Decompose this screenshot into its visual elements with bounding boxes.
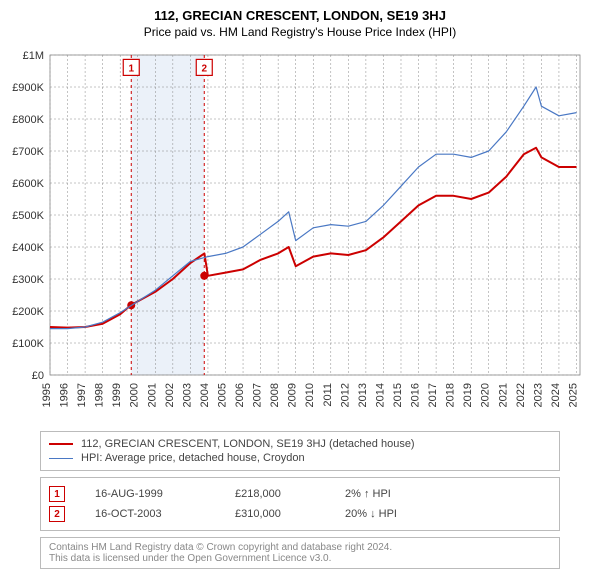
sale-row: 1 16-AUG-1999 £218,000 2% ↑ HPI [49,486,551,502]
xtick-label: 2000 [129,383,141,407]
xtick-label: 1995 [41,383,53,407]
sale-price: £218,000 [235,488,315,500]
xtick-label: 2020 [480,383,492,407]
legend-item: HPI: Average price, detached house, Croy… [49,452,551,464]
marker-badge-label: 2 [201,63,207,74]
xtick-label: 2012 [339,383,351,407]
ytick-label: £700K [12,146,44,158]
ytick-label: £100K [12,338,44,350]
xtick-label: 1999 [111,383,123,407]
xtick-label: 2003 [181,383,193,407]
xtick-label: 2023 [532,383,544,407]
sale-price: £310,000 [235,508,315,520]
xtick-label: 2025 [567,383,579,407]
page-title: 112, GRECIAN CRESCENT, LONDON, SE19 3HJ [0,8,600,23]
sale-row: 2 16-OCT-2003 £310,000 20% ↓ HPI [49,506,551,522]
sale-marker-badge: 1 [49,486,65,502]
attribution-line: This data is licensed under the Open Gov… [49,553,551,564]
marker-badge-label: 1 [128,63,134,74]
sale-marker-badge: 2 [49,506,65,522]
xtick-label: 2017 [427,383,439,407]
ytick-label: £400K [12,242,44,254]
ytick-label: £0 [32,370,44,382]
xtick-label: 2013 [357,383,369,407]
sales-list: 1 16-AUG-1999 £218,000 2% ↑ HPI 2 16-OCT-2003… [40,477,560,531]
attribution-line: Contains HM Land Registry data © Crown c… [49,542,551,553]
xtick-label: 2016 [410,383,422,407]
xtick-label: 2008 [269,383,281,407]
xtick-label: 2021 [497,383,509,407]
xtick-label: 1997 [76,383,88,407]
ytick-label: £600K [12,178,44,190]
page-subtitle: Price paid vs. HM Land Registry's House … [0,25,600,39]
xtick-label: 2015 [392,383,404,407]
ytick-label: £1M [23,50,44,62]
xtick-label: 2014 [374,383,386,407]
sale-delta: 20% ↓ HPI [345,508,397,520]
chart-svg: £0 £100K £200K £300K £400K £500K £600K £700K £80… [0,45,600,425]
xtick-label: 2006 [234,383,246,407]
xtick-label: 2022 [515,383,527,407]
xtick-label: 2002 [164,383,176,407]
xtick-label: 2024 [550,383,562,407]
sale-date: 16-AUG-1999 [95,488,205,500]
legend: 112, GRECIAN CRESCENT, LONDON, SE19 3HJ … [40,431,560,471]
ytick-label: £200K [12,306,44,318]
xtick-label: 2019 [462,383,474,407]
xtick-label: 2011 [322,383,334,407]
xtick-label: 2007 [252,383,264,407]
legend-swatch [49,443,73,445]
legend-item: 112, GRECIAN CRESCENT, LONDON, SE19 3HJ … [49,438,551,450]
xtick-label: 1996 [59,383,71,407]
legend-label: HPI: Average price, detached house, Croy… [81,452,305,464]
ytick-label: £900K [12,82,44,94]
sale-delta: 2% ↑ HPI [345,488,391,500]
ytick-label: £800K [12,114,44,126]
xtick-label: 2009 [287,383,299,407]
attribution: Contains HM Land Registry data © Crown c… [40,537,560,569]
xtick-label: 2001 [146,383,158,407]
legend-label: 112, GRECIAN CRESCENT, LONDON, SE19 3HJ … [81,438,415,450]
xtick-label: 1998 [94,383,106,407]
ytick-label: £300K [12,274,44,286]
xtick-label: 2010 [304,383,316,407]
xtick-label: 2004 [199,383,211,407]
xtick-label: 2005 [216,383,228,407]
xtick-label: 2018 [445,383,457,407]
legend-swatch [49,458,73,459]
sale-date: 16-OCT-2003 [95,508,205,520]
ytick-label: £500K [12,210,44,222]
price-chart: £0 £100K £200K £300K £400K £500K £600K £700K £80… [0,45,600,425]
